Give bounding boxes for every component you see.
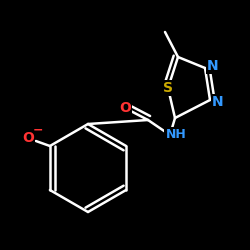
Text: N: N — [207, 59, 219, 73]
Text: O: O — [22, 131, 34, 145]
Text: −: − — [33, 124, 43, 136]
Text: N: N — [212, 95, 224, 109]
Text: O: O — [119, 101, 131, 115]
Text: S: S — [163, 81, 173, 95]
Text: NH: NH — [166, 128, 186, 141]
